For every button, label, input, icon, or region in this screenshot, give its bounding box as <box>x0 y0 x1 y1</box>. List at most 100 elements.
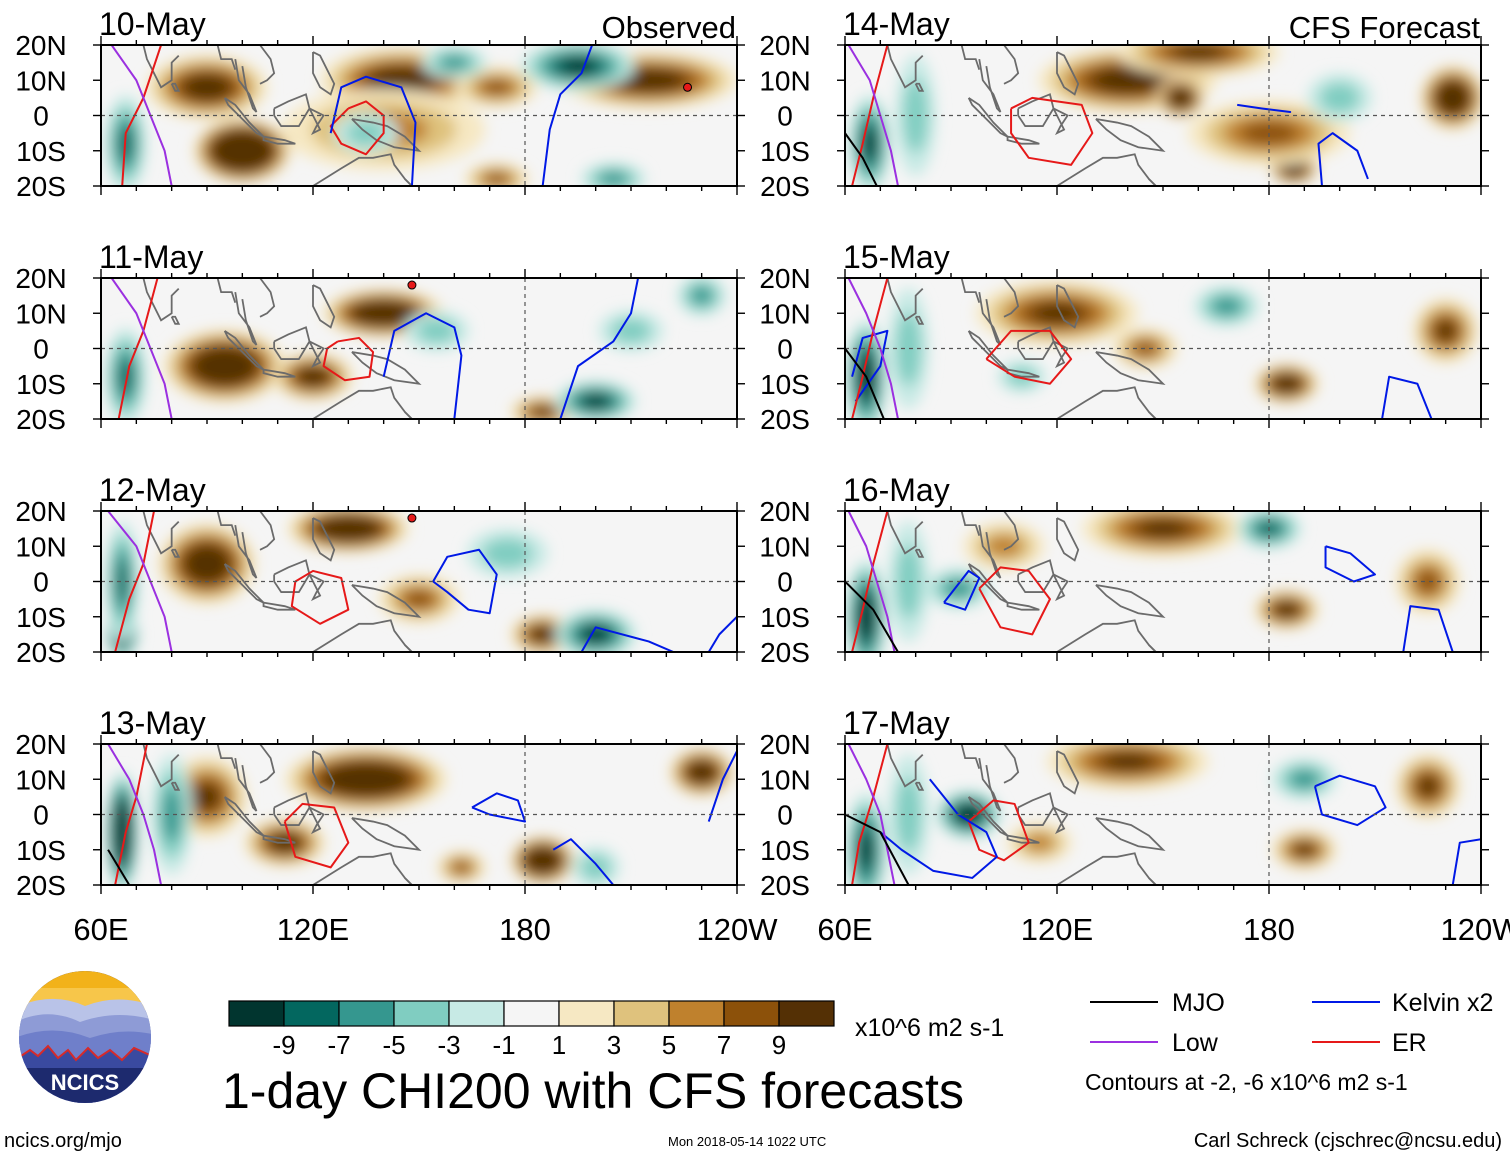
coastline-segment <box>259 278 276 318</box>
x-tick-label: 120E <box>1021 912 1093 947</box>
author-credit: Carl Schreck (cjschrec@ncsu.edu) <box>1193 1130 1502 1152</box>
anomaly-blobs <box>105 746 735 885</box>
tick-marks <box>837 502 1489 661</box>
anomaly-cell <box>1289 770 1319 789</box>
coastline-segment <box>978 524 1002 579</box>
anomaly-cell <box>896 544 922 619</box>
tick-marks <box>93 36 745 195</box>
y-tick-label: 10N <box>15 531 66 562</box>
coastline-segment <box>348 744 352 745</box>
anomaly-cell <box>372 308 396 318</box>
y-tick-label: 0 <box>777 101 793 132</box>
coastline-segment <box>273 559 311 593</box>
anomaly-cell <box>1175 45 1222 59</box>
anomaly-cell <box>561 59 595 74</box>
coastline-segment <box>1092 278 1096 279</box>
coastline-segment <box>273 326 311 360</box>
coastline-segment <box>960 511 981 536</box>
tick-marks <box>837 36 1489 195</box>
y-tick-label: 10N <box>759 298 810 329</box>
anomaly-cell <box>598 171 628 186</box>
panel-date: 12-May <box>99 472 206 508</box>
colorbar-swatch <box>558 1000 615 1027</box>
coastline-segment <box>1056 284 1080 329</box>
panel-12-May: 12-May 20N 10N 0 10S 20S <box>15 472 745 668</box>
anomaly-field <box>101 744 737 885</box>
contour-kelvin-x2 <box>1324 545 1376 583</box>
y-tick-label: 20S <box>16 404 66 435</box>
anomaly-cell <box>195 785 219 809</box>
coastline-segment <box>142 511 180 555</box>
wave-contours <box>845 511 1454 652</box>
contour-mjo <box>845 813 910 885</box>
panel-date: 14-May <box>843 6 950 42</box>
coastline-segment <box>1148 178 1158 186</box>
x-tick-label: 60E <box>73 912 128 947</box>
y-tick-label: 20N <box>759 30 810 61</box>
y-tick-label: 10S <box>16 602 66 633</box>
x-tick-label: 180 <box>499 912 551 947</box>
panel-date: 16-May <box>843 472 950 508</box>
coastline-segment <box>1056 51 1080 96</box>
coastline-segment <box>259 45 276 85</box>
tick-marks <box>93 502 745 661</box>
coastline-segment <box>170 781 181 791</box>
contour-kelvin-x2 <box>382 312 463 419</box>
anomaly-cell <box>896 777 922 852</box>
anomaly-cell <box>452 861 470 874</box>
colorbar-swatch <box>228 1000 285 1027</box>
coastline-segment <box>1054 852 1158 885</box>
anomaly-cell <box>626 73 671 88</box>
coastline-segment <box>1003 744 1020 784</box>
tropical-cyclone-marker <box>683 82 693 92</box>
y-tick-label: 0 <box>33 334 49 365</box>
contour-kelvin-x2 <box>1237 103 1292 113</box>
coastline-segment <box>312 284 336 329</box>
coastline-segment <box>312 517 336 562</box>
coastline-segment <box>1148 411 1158 419</box>
y-tick-label: 20S <box>760 171 810 202</box>
coastline-segment <box>216 278 237 303</box>
coastline-segment <box>960 744 981 769</box>
anomaly-cell <box>860 833 873 866</box>
y-tick-label: 10S <box>760 369 810 400</box>
anomaly-cell <box>482 80 511 95</box>
coastline-segment <box>223 796 265 837</box>
colorbar-swatch <box>393 1000 450 1027</box>
coastline-segment <box>914 548 925 558</box>
anomaly-blobs <box>105 278 727 419</box>
anomaly-cell <box>1279 379 1294 389</box>
anomaly-field <box>845 45 1481 186</box>
coastline-segment <box>310 386 414 419</box>
coastline-segment <box>404 644 414 652</box>
coastline-segment <box>960 45 981 70</box>
coastline-segment <box>351 351 422 386</box>
coastline-segment <box>234 58 258 113</box>
chart-title: 1-day CHI200 with CFS forecasts <box>222 1063 964 1119</box>
coastline-segment <box>310 153 414 186</box>
coastline-segment <box>1092 744 1096 745</box>
anomaly-cell <box>861 602 872 631</box>
coastline-segment <box>1148 644 1158 652</box>
y-tick-label: 20N <box>759 496 810 527</box>
coastline-segment <box>1092 45 1096 46</box>
y-tick-label: 0 <box>777 567 793 598</box>
x-tick-label: 120W <box>697 912 779 947</box>
panel-15-May: 15-May 20N 10N 0 10S 20S <box>759 239 1489 435</box>
anomaly-blobs <box>849 45 1481 186</box>
anomaly-cell <box>192 79 222 96</box>
colorbar-tick-label: 9 <box>772 1030 786 1060</box>
contour-kelvin-x2 <box>552 838 615 885</box>
anomaly-cell <box>1289 165 1299 172</box>
ncics-url[interactable]: ncics.org/mjo <box>4 1130 122 1152</box>
coastline <box>142 744 422 885</box>
anomaly-cell <box>303 370 323 383</box>
coastline-segment <box>1017 93 1055 127</box>
tick-marks <box>93 269 745 428</box>
y-tick-label: 20S <box>16 637 66 668</box>
panel-date: 13-May <box>99 705 206 741</box>
generation-timestamp: Mon 2018-05-14 1022 UTC <box>668 1134 827 1149</box>
contour-mjo <box>845 132 878 186</box>
colorbar-swatch <box>283 1000 340 1027</box>
coastline-segment <box>978 58 1002 113</box>
